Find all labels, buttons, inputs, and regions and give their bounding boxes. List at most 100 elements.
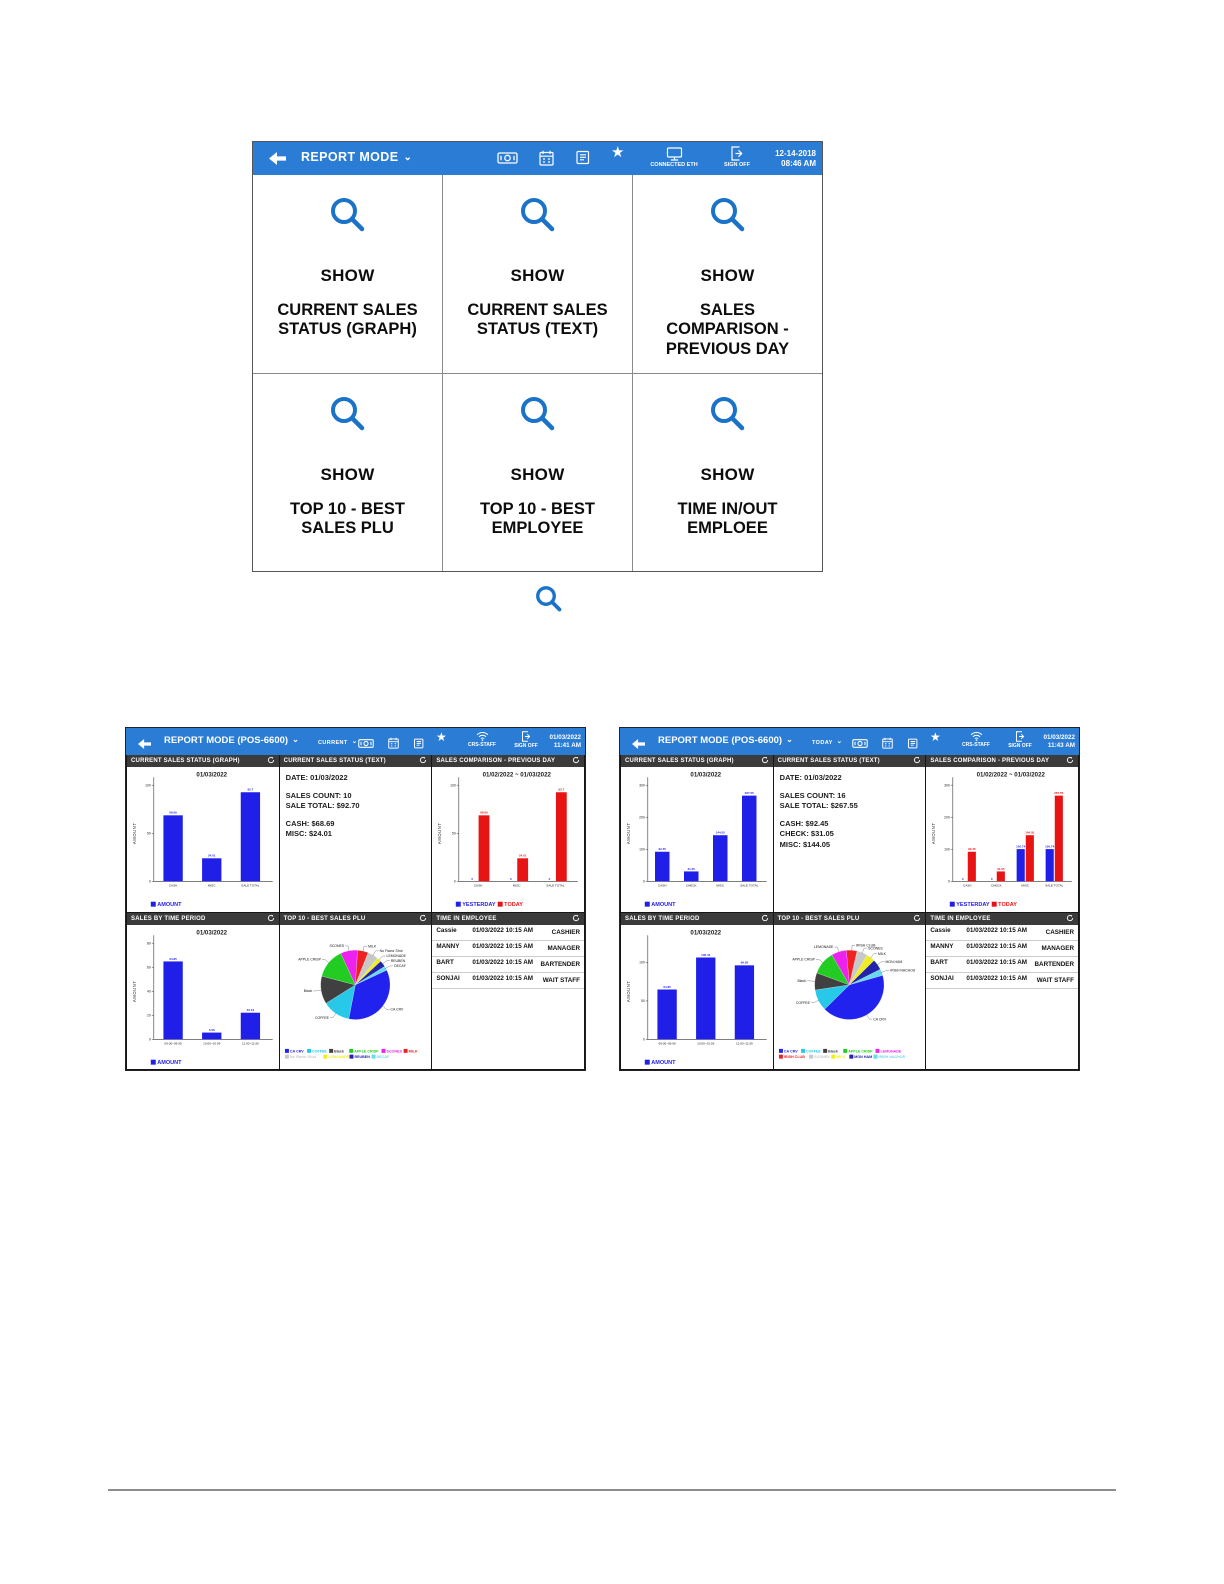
svg-text:MISC: MISC [208, 883, 216, 887]
report-text-line: MISC: $24.01 [285, 829, 332, 838]
sign-off-button[interactable]: SIGN OFF [506, 731, 546, 749]
svg-text:200: 200 [639, 816, 645, 820]
sign-off-button[interactable]: SIGN OFF [713, 146, 761, 168]
refresh-icon[interactable] [913, 914, 921, 924]
employee-role: BARTENDER [1034, 960, 1074, 968]
svg-text:MILK: MILK [368, 944, 377, 948]
svg-text:0: 0 [472, 877, 474, 881]
time-in-value: 01/03/2022 10:15 AM [472, 958, 534, 966]
refresh-icon[interactable] [419, 756, 427, 766]
panel-comparison: SALES COMPARISON - PREVIOUS DAY 01/02/20… [432, 755, 584, 912]
svg-text:AMOUNT: AMOUNT [651, 1060, 676, 1066]
tile-top10-best-sales-plu[interactable]: SHOW TOP 10 - BEST SALES PLU [253, 373, 442, 571]
back-arrow-icon[interactable] [269, 152, 286, 170]
table-row[interactable]: Cassie 01/03/2022 10:15 AM CASHIER [432, 925, 584, 941]
chevron-down-icon: ⌄ [403, 152, 413, 163]
svg-text:SCONES: SCONES [814, 1055, 830, 1059]
star-icon[interactable]: ★ [930, 730, 941, 744]
cash-icon[interactable] [497, 151, 518, 170]
refresh-icon[interactable] [1066, 756, 1074, 766]
svg-text:01/03/2022: 01/03/2022 [196, 771, 227, 778]
chevron-down-icon: ⌄ [786, 735, 793, 744]
journal-icon[interactable] [575, 150, 590, 170]
back-arrow-icon[interactable] [138, 736, 151, 754]
refresh-icon[interactable] [267, 914, 275, 924]
employee-name: Cassie [436, 926, 457, 934]
calendar-icon[interactable] [882, 736, 893, 754]
connection-status[interactable]: CONNECTED ETH [643, 147, 705, 168]
table-row[interactable]: BART 01/03/2022 10:15 AM BARTENDER [432, 957, 584, 974]
refresh-icon[interactable] [913, 756, 921, 766]
tile-time-in-out-employee[interactable]: SHOW TIME IN/OUT EMPLOEE [633, 373, 822, 571]
range-selector[interactable]: CURRENT ⌄ [318, 738, 358, 746]
star-icon[interactable]: ★ [611, 144, 625, 161]
magnifier-icon [708, 394, 748, 437]
svg-text:AMOUNT: AMOUNT [626, 823, 631, 845]
tile-sales-comparison-previous-day[interactable]: SHOW SALES COMPARISON - PREVIOUS DAY [633, 175, 822, 373]
report-mode-title[interactable]: REPORT MODE (POS-6600) ⌄ [658, 735, 793, 746]
employee-name: BART [436, 958, 454, 966]
svg-text:0: 0 [149, 880, 151, 884]
table-row[interactable]: SONJAI 01/03/2022 10:15 AM WAIT STAFF [926, 973, 1078, 990]
svg-text:No Flavor Shot: No Flavor Shot [290, 1055, 317, 1059]
svg-text:TODAY: TODAY [998, 902, 1017, 908]
sign-off-icon [1015, 731, 1024, 742]
table-row[interactable]: SONJAI 01/03/2022 10:15 AM WAIT STAFF [432, 973, 584, 990]
cash-icon[interactable] [852, 736, 868, 754]
refresh-icon[interactable] [267, 756, 275, 766]
table-row[interactable]: MANNY 01/03/2022 10:15 AM MANAGER [432, 941, 584, 957]
svg-text:100: 100 [945, 848, 951, 852]
refresh-icon[interactable] [419, 914, 427, 924]
svg-text:300: 300 [639, 784, 645, 788]
range-selector[interactable]: TODAY ⌄ [812, 738, 843, 746]
tile-current-sales-status-graph[interactable]: SHOW CURRENT SALES STATUS (GRAPH) [253, 175, 442, 373]
tile-action-label: SHOW [320, 464, 375, 484]
time-in-table: Cassie 01/03/2022 10:15 AM CASHIER MANNY 01/… [926, 925, 1078, 1070]
sales-text-report: DATE: 01/03/2022 SALES COUNT: 10 SALE TOTA… [280, 767, 432, 912]
tile-action-label: SHOW [510, 266, 565, 285]
time-in-value: 01/03/2022 10:15 AM [472, 926, 534, 934]
table-row[interactable]: Cassie 01/03/2022 10:15 AM CASHIER [926, 925, 1078, 941]
svg-text:100.74: 100.74 [1045, 845, 1054, 849]
refresh-icon[interactable] [761, 756, 769, 766]
panel-title: CURRENT SALES STATUS (GRAPH) [625, 758, 734, 764]
sales-graph-chart: 01/03/2022 0 50 100 AMOUNT CASH MISC SALE TOTAL… [127, 767, 279, 912]
svg-text:09:00~09:59: 09:00~09:59 [659, 1041, 676, 1045]
sign-off-icon [521, 731, 530, 742]
cash-icon[interactable] [358, 736, 374, 754]
journal-icon[interactable] [907, 736, 918, 754]
calendar-icon[interactable] [388, 736, 399, 754]
svg-text:0: 0 [948, 880, 950, 884]
svg-text:100: 100 [639, 960, 645, 964]
table-row[interactable]: MANNY 01/03/2022 10:15 AM MANAGER [926, 941, 1078, 957]
svg-text:0: 0 [454, 880, 456, 884]
refresh-icon[interactable] [572, 914, 580, 924]
sign-off-button[interactable]: SIGN OFF [1000, 731, 1040, 749]
wifi-status[interactable]: CRS-STAFF [460, 731, 504, 748]
svg-text:SALE TOTAL: SALE TOTAL [547, 883, 566, 887]
wifi-status[interactable]: CRS-STAFF [954, 731, 998, 748]
report-mode-title[interactable]: REPORT MODE ⌄ [301, 150, 413, 164]
svg-text:11:00~11:59: 11:00~11:59 [736, 1041, 753, 1045]
svg-text:01/02/2022 ~ 01/03/2022: 01/02/2022 ~ 01/03/2022 [977, 771, 1046, 778]
network-label: CRS-STAFF [468, 742, 496, 748]
table-row[interactable]: BART 01/03/2022 10:15 AM BARTENDER [926, 957, 1078, 974]
report-mode-title[interactable]: REPORT MODE (POS-6600) ⌄ [164, 735, 299, 746]
datetime-display: 12-14-2018 08:46 AM [775, 149, 816, 168]
refresh-icon[interactable] [761, 914, 769, 924]
star-icon[interactable]: ★ [436, 730, 447, 744]
tile-current-sales-status-text[interactable]: SHOW CURRENT SALES STATUS (TEXT) [443, 175, 632, 373]
tile-top10-best-employee[interactable]: SHOW TOP 10 - BEST EMPLOYEE [443, 373, 632, 571]
svg-text:Black: Black [797, 979, 806, 983]
journal-icon[interactable] [413, 736, 424, 754]
report-text-line [286, 812, 426, 819]
calendar-icon[interactable] [539, 150, 554, 171]
employee-name: MANNY [436, 942, 460, 950]
refresh-icon[interactable] [572, 756, 580, 766]
svg-text:SCONES: SCONES [329, 944, 344, 948]
employee-role: WAIT STAFF [1036, 977, 1074, 985]
refresh-icon[interactable] [1066, 914, 1074, 924]
back-arrow-icon[interactable] [632, 736, 645, 754]
svg-text:TODAY: TODAY [504, 902, 523, 908]
